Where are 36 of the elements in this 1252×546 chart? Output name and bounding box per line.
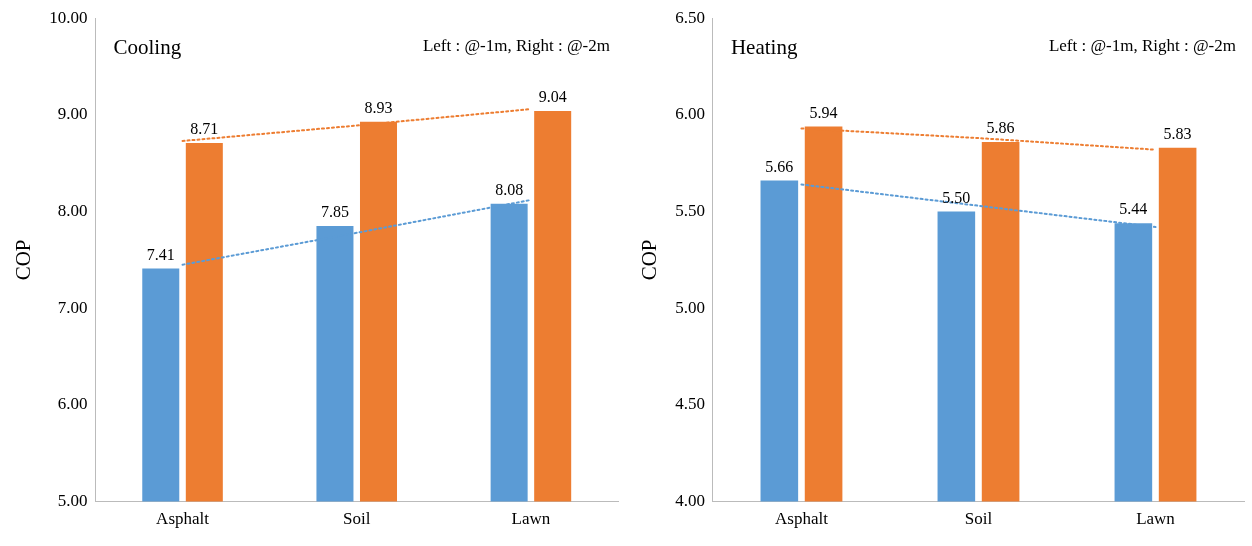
y-tick-label: 10.00 xyxy=(49,7,88,27)
y-tick-label: 5.00 xyxy=(675,297,705,317)
text: Heating xyxy=(730,35,798,60)
data-label: 5.94 xyxy=(809,103,838,121)
y-tick-label: 4.00 xyxy=(675,491,705,511)
y-tick-label: 6.00 xyxy=(57,394,88,414)
data-label: 5.50 xyxy=(942,188,971,206)
data-label: 8.93 xyxy=(364,98,393,116)
data-label: 7.41 xyxy=(146,245,175,263)
data-label: 5.66 xyxy=(765,157,794,175)
y-tick-label: 5.00 xyxy=(57,491,88,511)
annotation: Left : @-1m, Right : @-2m xyxy=(422,36,610,56)
y-tick-label: 6.50 xyxy=(675,7,705,27)
x-tick-label: Lawn xyxy=(511,509,551,529)
x-tick-label: Asphalt xyxy=(775,509,829,529)
x-tick-label: Soil xyxy=(964,509,993,529)
data-label: 7.85 xyxy=(320,203,349,221)
y-tick-label: 6.00 xyxy=(675,104,705,124)
data-label: 5.86 xyxy=(986,119,1015,137)
data-label: 8.08 xyxy=(495,181,524,199)
text: Cooling xyxy=(113,35,182,60)
y-axis-title: COP xyxy=(11,239,36,281)
y-tick-label: 7.00 xyxy=(57,297,88,317)
x-tick-label: Asphalt xyxy=(156,509,210,529)
x-tick-label: Soil xyxy=(343,509,371,529)
y-tick-label: 9.00 xyxy=(57,104,88,124)
data-label: 5.83 xyxy=(1163,124,1192,142)
data-label: 8.71 xyxy=(190,120,219,138)
y-tick-label: 8.00 xyxy=(57,201,88,221)
y-axis-title: COP xyxy=(637,239,662,281)
data-label: 9.04 xyxy=(538,88,567,106)
data-label: 5.44 xyxy=(1119,200,1148,218)
annotation: Left : @-1m, Right : @-2m xyxy=(1048,36,1236,56)
y-tick-label: 4.50 xyxy=(675,394,705,414)
x-tick-label: Lawn xyxy=(1136,509,1176,529)
y-tick-label: 5.50 xyxy=(675,201,705,221)
